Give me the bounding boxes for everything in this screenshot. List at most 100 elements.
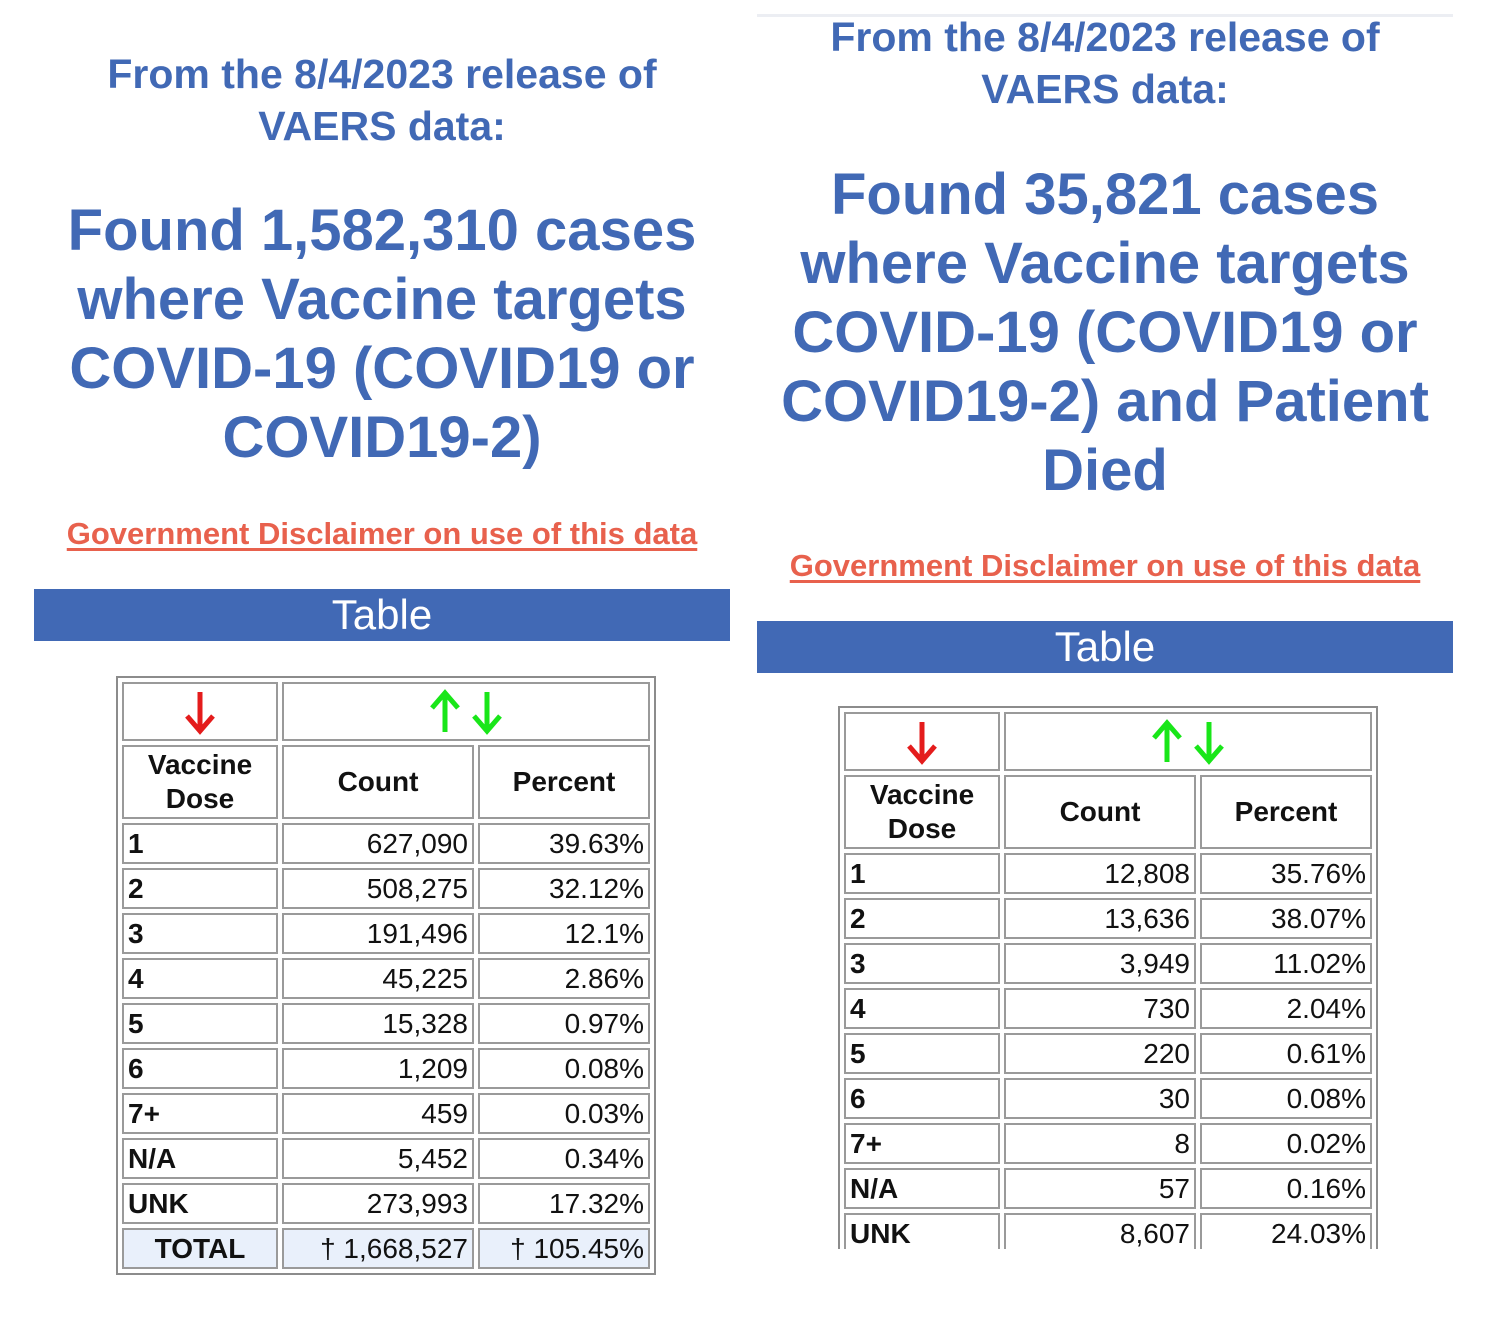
results-headline: Found 1,582,310 cases where Vaccine targ…: [34, 196, 730, 472]
percent-cell: 11.02%: [1200, 943, 1372, 984]
table-row: N/A 5,452 0.34%: [122, 1138, 650, 1179]
arrow-up-green-icon[interactable]: [1150, 718, 1184, 766]
arrow-up-green-icon[interactable]: [428, 688, 462, 736]
count-cell: 459: [282, 1093, 474, 1134]
headline-line: COVID-19 (COVID19 or: [792, 300, 1418, 365]
percent-cell: 38.07%: [1200, 898, 1372, 939]
table-tab-bar[interactable]: Table: [34, 589, 730, 641]
table-row: 3 191,496 12.1%: [122, 913, 650, 954]
dose-cell: 3: [844, 943, 1000, 984]
percent-cell: 12.1%: [478, 913, 650, 954]
dose-cell: N/A: [122, 1138, 278, 1179]
table-row: 5 15,328 0.97%: [122, 1003, 650, 1044]
count-cell: 3,949: [1004, 943, 1196, 984]
headline-line: Died: [1042, 438, 1168, 503]
sort-row: [122, 682, 650, 741]
header-row: Vaccine Dose Count Percent: [122, 745, 650, 819]
table-tab-bar[interactable]: Table: [757, 621, 1453, 673]
dose-cell: 6: [122, 1048, 278, 1089]
table-row: N/A 57 0.16%: [844, 1168, 1372, 1209]
sort-cell-dose: [844, 712, 1000, 771]
headline-line: COVID-19 (COVID19 or: [69, 336, 695, 401]
headline-line: Found 1,582,310 cases: [67, 198, 697, 263]
percent-cell: 0.61%: [1200, 1033, 1372, 1074]
header-dose-line: Vaccine: [147, 749, 253, 780]
dose-cell: 1: [844, 853, 1000, 894]
count-cell: 730: [1004, 988, 1196, 1029]
count-cell: 45,225: [282, 958, 474, 999]
dose-cell: 4: [122, 958, 278, 999]
count-cell: 508,275: [282, 868, 474, 909]
release-line: VAERS data:: [981, 66, 1229, 112]
count-cell: 273,993: [282, 1183, 474, 1224]
arrow-down-red-icon[interactable]: [905, 718, 939, 766]
dose-cell: 4: [844, 988, 1000, 1029]
percent-cell: 39.63%: [478, 823, 650, 864]
count-cell: 12,808: [1004, 853, 1196, 894]
dose-table: Vaccine Dose Count Percent 1 12,808 35.76%…: [838, 706, 1378, 1249]
disclaimer-link[interactable]: Government Disclaimer on use of this dat…: [789, 548, 1421, 583]
percent-cell: 0.03%: [478, 1093, 650, 1134]
header-dose-line: Dose: [165, 783, 235, 814]
header-dose-line: Vaccine: [869, 779, 975, 810]
dose-cell: N/A: [844, 1168, 1000, 1209]
table-viewport[interactable]: Vaccine Dose Count Percent 1 12,808 35.76%…: [838, 706, 1378, 1249]
total-row: TOTAL † 1,668,527 † 105.45%: [122, 1228, 650, 1269]
table-row: 7+ 8 0.02%: [844, 1123, 1372, 1164]
dose-cell: 3: [122, 913, 278, 954]
percent-cell: 0.16%: [1200, 1168, 1372, 1209]
header-vaccine-dose: Vaccine Dose: [844, 775, 1000, 849]
table-row: 1 12,808 35.76%: [844, 853, 1372, 894]
total-label: TOTAL: [122, 1228, 278, 1269]
disclaimer-link[interactable]: Government Disclaimer on use of this dat…: [66, 516, 698, 551]
dose-cell: 2: [122, 868, 278, 909]
top-divider: [757, 14, 1453, 17]
dose-cell: 5: [122, 1003, 278, 1044]
release-line: From the 8/4/2023 release of: [830, 14, 1380, 60]
header-vaccine-dose: Vaccine Dose: [122, 745, 278, 819]
sort-cell-count: [282, 682, 650, 741]
count-cell: 57: [1004, 1168, 1196, 1209]
arrow-down-green-icon[interactable]: [1192, 718, 1226, 766]
count-cell: 191,496: [282, 913, 474, 954]
headline-line: where Vaccine targets: [800, 231, 1410, 296]
table-row: 1 627,090 39.63%: [122, 823, 650, 864]
results-headline: Found 35,821 cases where Vaccine targets…: [757, 160, 1453, 505]
sort-cell-dose: [122, 682, 278, 741]
table-row: 6 30 0.08%: [844, 1078, 1372, 1119]
table-row: 3 3,949 11.02%: [844, 943, 1372, 984]
table-row: 7+ 459 0.03%: [122, 1093, 650, 1134]
percent-cell: 2.86%: [478, 958, 650, 999]
dose-cell: 5: [844, 1033, 1000, 1074]
percent-cell: 2.04%: [1200, 988, 1372, 1029]
dose-cell: 1: [122, 823, 278, 864]
dose-cell: 2: [844, 898, 1000, 939]
header-row: Vaccine Dose Count Percent: [844, 775, 1372, 849]
percent-cell: 24.03%: [1200, 1213, 1372, 1249]
sort-cell-count: [1004, 712, 1372, 771]
release-line: VAERS data:: [258, 103, 506, 149]
table-row: 5 220 0.61%: [844, 1033, 1372, 1074]
table-row: 2 13,636 38.07%: [844, 898, 1372, 939]
header-percent: Percent: [1200, 775, 1372, 849]
header-count: Count: [282, 745, 474, 819]
headline-line: where Vaccine targets: [77, 267, 687, 332]
arrow-down-red-icon[interactable]: [183, 688, 217, 736]
percent-cell: 0.34%: [478, 1138, 650, 1179]
count-cell: 5,452: [282, 1138, 474, 1179]
table-row: UNK 8,607 24.03%: [844, 1213, 1372, 1249]
count-cell: 13,636: [1004, 898, 1196, 939]
table-row: 2 508,275 32.12%: [122, 868, 650, 909]
dose-table: Vaccine Dose Count Percent 1 627,090 39.63…: [116, 676, 656, 1275]
percent-cell: 17.32%: [478, 1183, 650, 1224]
count-cell: 15,328: [282, 1003, 474, 1044]
arrow-down-green-icon[interactable]: [470, 688, 504, 736]
count-cell: 8,607: [1004, 1213, 1196, 1249]
headline-line: Found 35,821 cases: [830, 162, 1380, 227]
percent-cell: 0.02%: [1200, 1123, 1372, 1164]
count-cell: 30: [1004, 1078, 1196, 1119]
dose-cell: 6: [844, 1078, 1000, 1119]
release-heading: From the 8/4/2023 release of VAERS data:: [757, 11, 1453, 115]
dose-cell: UNK: [844, 1213, 1000, 1249]
percent-cell: 32.12%: [478, 868, 650, 909]
